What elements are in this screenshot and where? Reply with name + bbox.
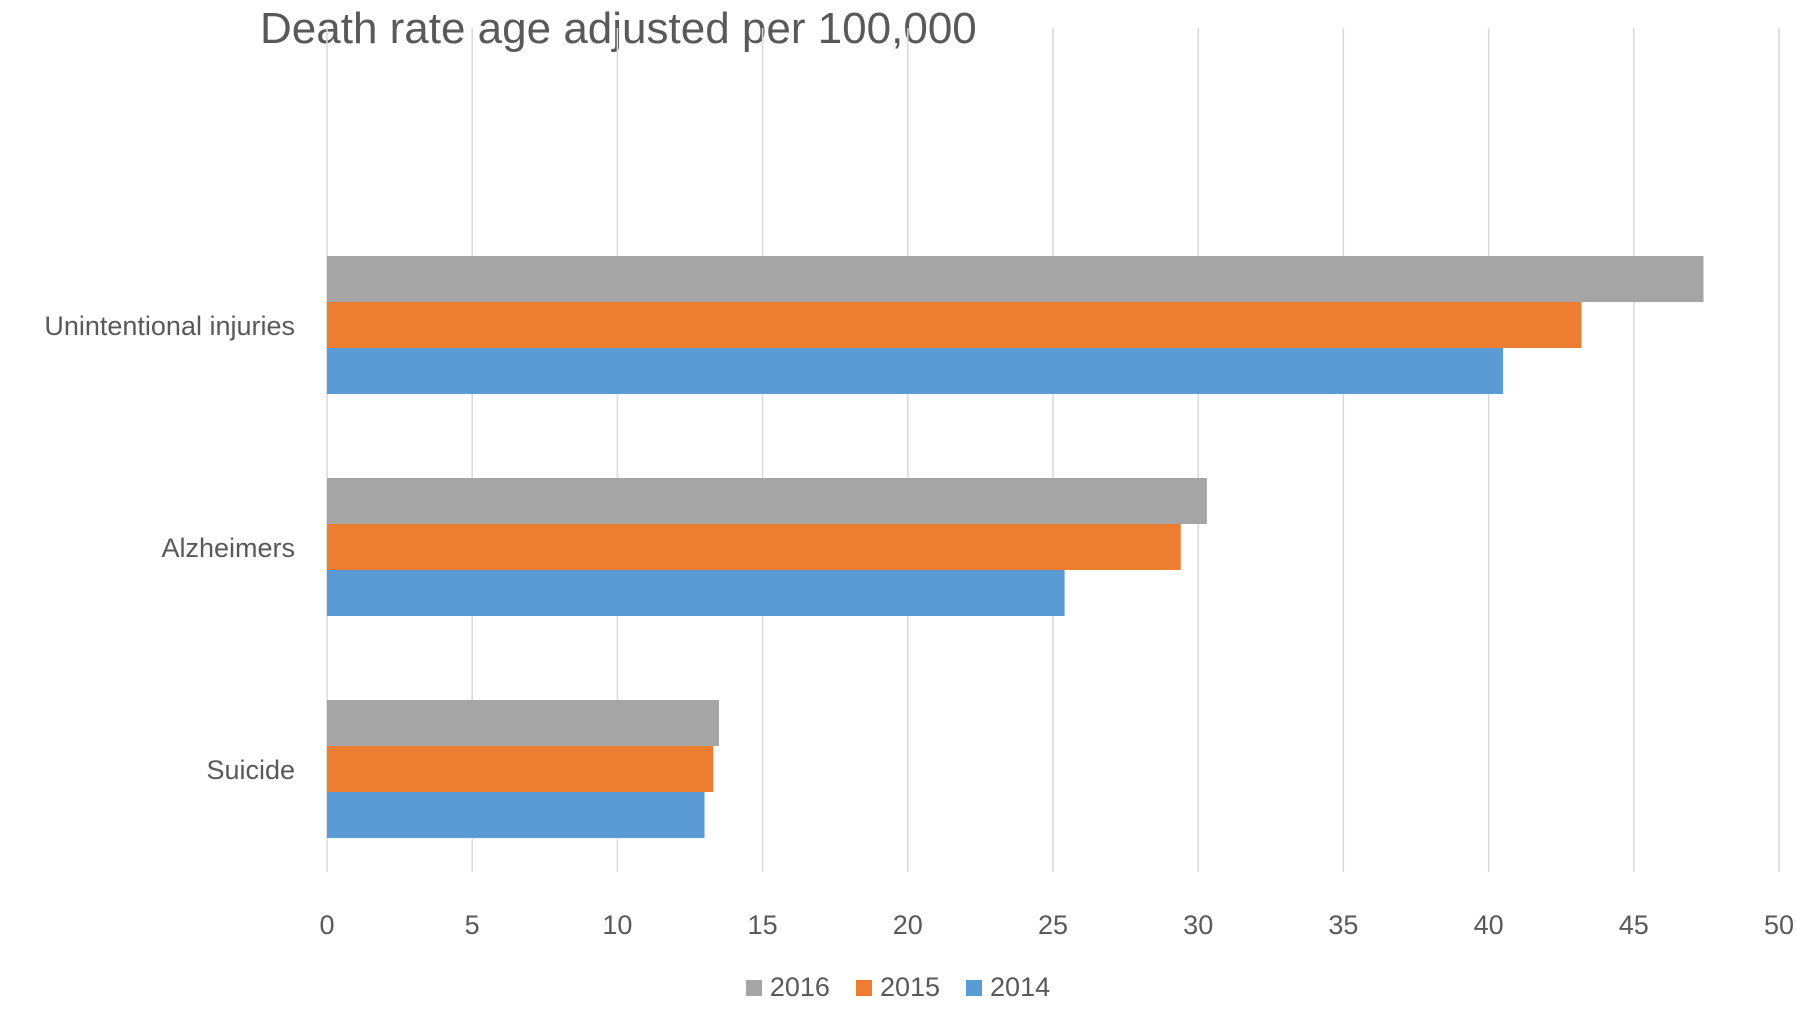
category-label: Suicide	[206, 755, 295, 785]
x-tick-label: 30	[1183, 910, 1213, 940]
bar-2015-2	[327, 746, 714, 792]
x-tick-label: 40	[1474, 910, 1504, 940]
category-label: Unintentional injuries	[44, 311, 295, 341]
chart-title: Death rate age adjusted per 100,000	[260, 4, 977, 53]
legend-swatch	[966, 979, 983, 996]
legend-item: 2014	[966, 972, 1050, 1003]
legend-label: 2016	[769, 972, 830, 1002]
x-tick-label: 10	[602, 910, 632, 940]
x-tick-label: 35	[1328, 910, 1358, 940]
x-tick-label: 20	[893, 910, 923, 940]
x-tick-label: 5	[465, 910, 480, 940]
x-tick-label: 25	[1038, 910, 1068, 940]
x-tick-label: 15	[748, 910, 778, 940]
legend-item: 2016	[745, 972, 830, 1003]
x-tick-label: 45	[1619, 910, 1649, 940]
bar-2016-1	[327, 478, 1207, 524]
legend-item: 2015	[855, 972, 941, 1003]
bar-2015-0	[327, 302, 1582, 348]
legend-swatch	[855, 979, 872, 996]
legend-swatch	[745, 979, 762, 996]
bar-2016-2	[327, 700, 720, 746]
bar-2014-1	[327, 570, 1065, 616]
legend-label: 2015	[879, 972, 941, 1002]
bar-2014-0	[327, 348, 1504, 394]
bar-2016-0	[327, 256, 1704, 302]
legend-label: 2014	[990, 972, 1051, 1002]
category-label: Alzheimers	[161, 533, 295, 563]
x-tick-label: 0	[319, 910, 334, 940]
bar-2014-2	[327, 792, 705, 838]
x-tick-label: 50	[1764, 910, 1794, 940]
bar-2015-1	[327, 524, 1181, 570]
legend: 2016 2015 2014	[0, 972, 1796, 1003]
